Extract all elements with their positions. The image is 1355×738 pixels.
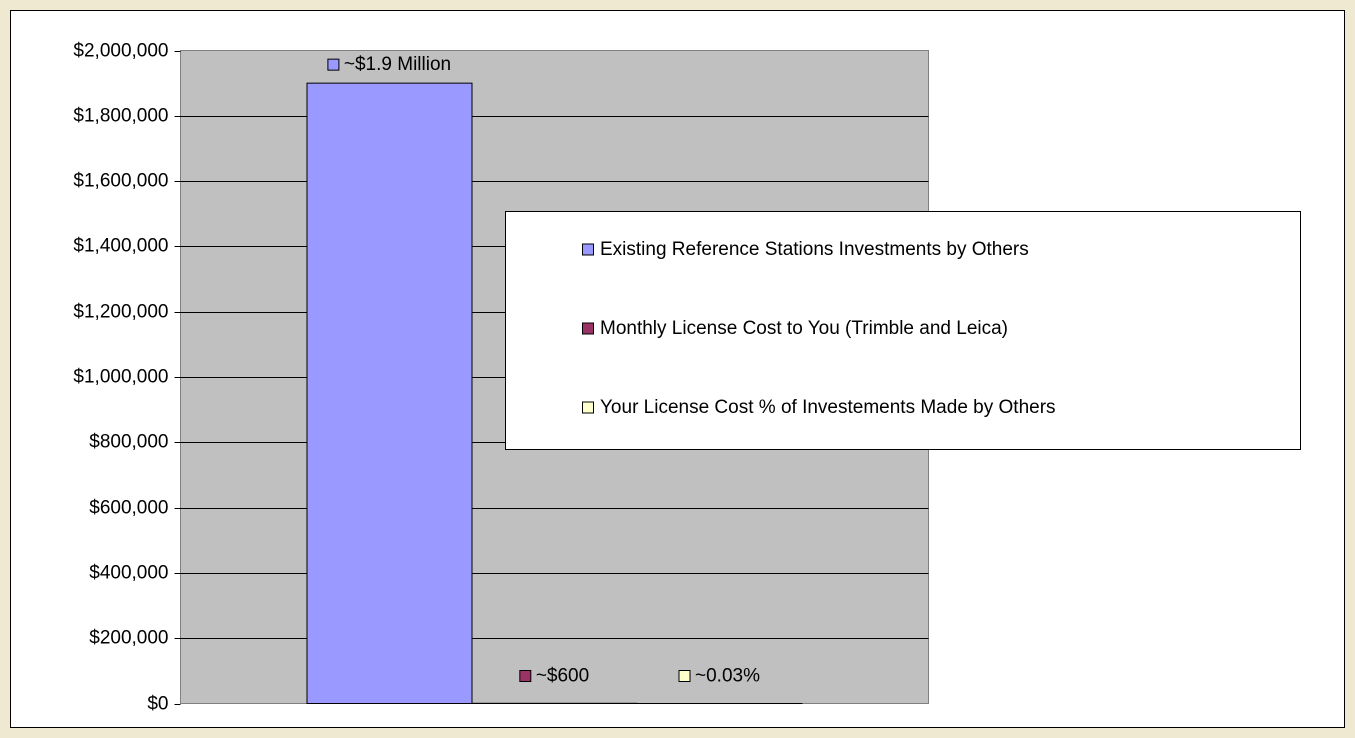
y-tick-label: $1,600,000 [73,171,168,192]
legend-key [582,401,594,414]
value-label-text: ~$600 [536,666,589,687]
value-label: ~$600 [519,666,589,687]
y-tick-label: $600,000 [89,498,168,519]
value-label-text: ~$1.9 Million [344,54,451,75]
value-label-key [678,670,691,682]
legend-label: Existing Reference Stations Investments … [600,239,1029,260]
bar [306,82,473,704]
legend-label: Your License Cost % of Investements Made… [600,397,1056,418]
y-tick-label: $1,400,000 [73,236,168,257]
value-label-key [327,58,340,71]
legend-key [582,243,594,256]
y-tick-label: $1,800,000 [73,106,168,127]
y-tick-label: $200,000 [89,628,168,649]
legend-key [582,322,594,335]
value-label: ~0.03% [678,666,760,687]
y-tick-label: $1,000,000 [73,367,168,388]
value-label: ~$1.9 Million [327,54,451,75]
y-tick-label: $1,200,000 [73,302,168,323]
legend-label: Monthly License Cost to You (Trimble and… [600,318,1008,339]
y-tick-label: $800,000 [89,432,168,453]
y-tick-label: $0 [147,694,168,715]
value-label-key [519,670,532,682]
legend-box [505,211,1301,450]
value-label-text: ~0.03% [695,666,760,687]
legend: Existing Reference Stations Investments … [505,211,1301,450]
y-tick-label: $2,000,000 [73,41,168,62]
y-tick-label: $400,000 [89,563,168,584]
